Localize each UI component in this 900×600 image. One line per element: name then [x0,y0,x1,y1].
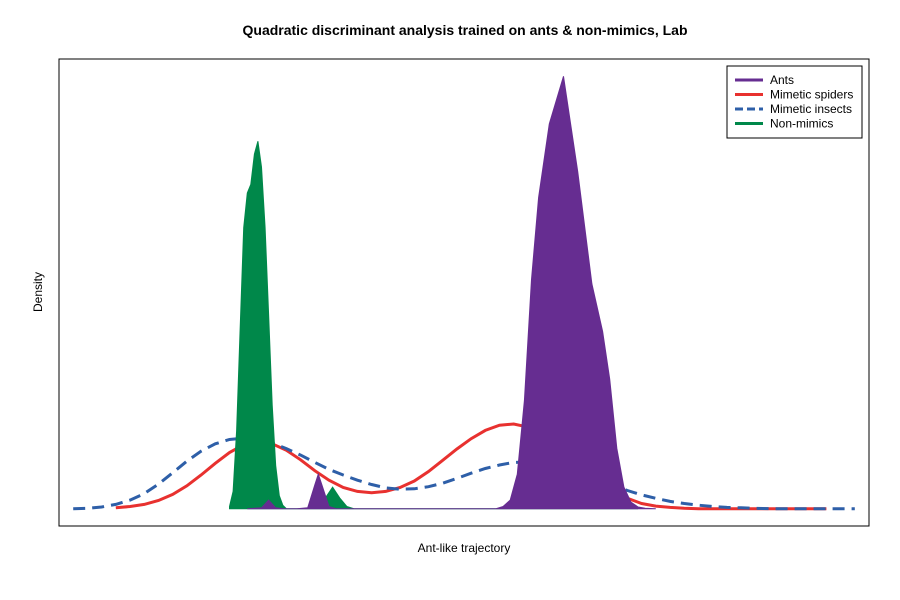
plot-frame [58,58,870,527]
chart-title: Quadratic discriminant analysis trained … [242,22,688,38]
density-line-mimetic-insects [73,436,855,511]
series-layer [73,76,855,511]
legend-label-ants: Ants [770,73,794,87]
density-line-mimetic-spiders [115,422,827,511]
legend-label-mimetic-spiders: Mimetic spiders [770,88,853,102]
legend-label-non-mimics: Non-mimics [770,117,833,131]
x-axis-label: Ant-like trajectory [417,541,511,555]
density-area-ants [247,76,656,510]
legend-box [726,65,863,139]
legend-label-mimetic-insects: Mimetic insects [770,102,852,116]
